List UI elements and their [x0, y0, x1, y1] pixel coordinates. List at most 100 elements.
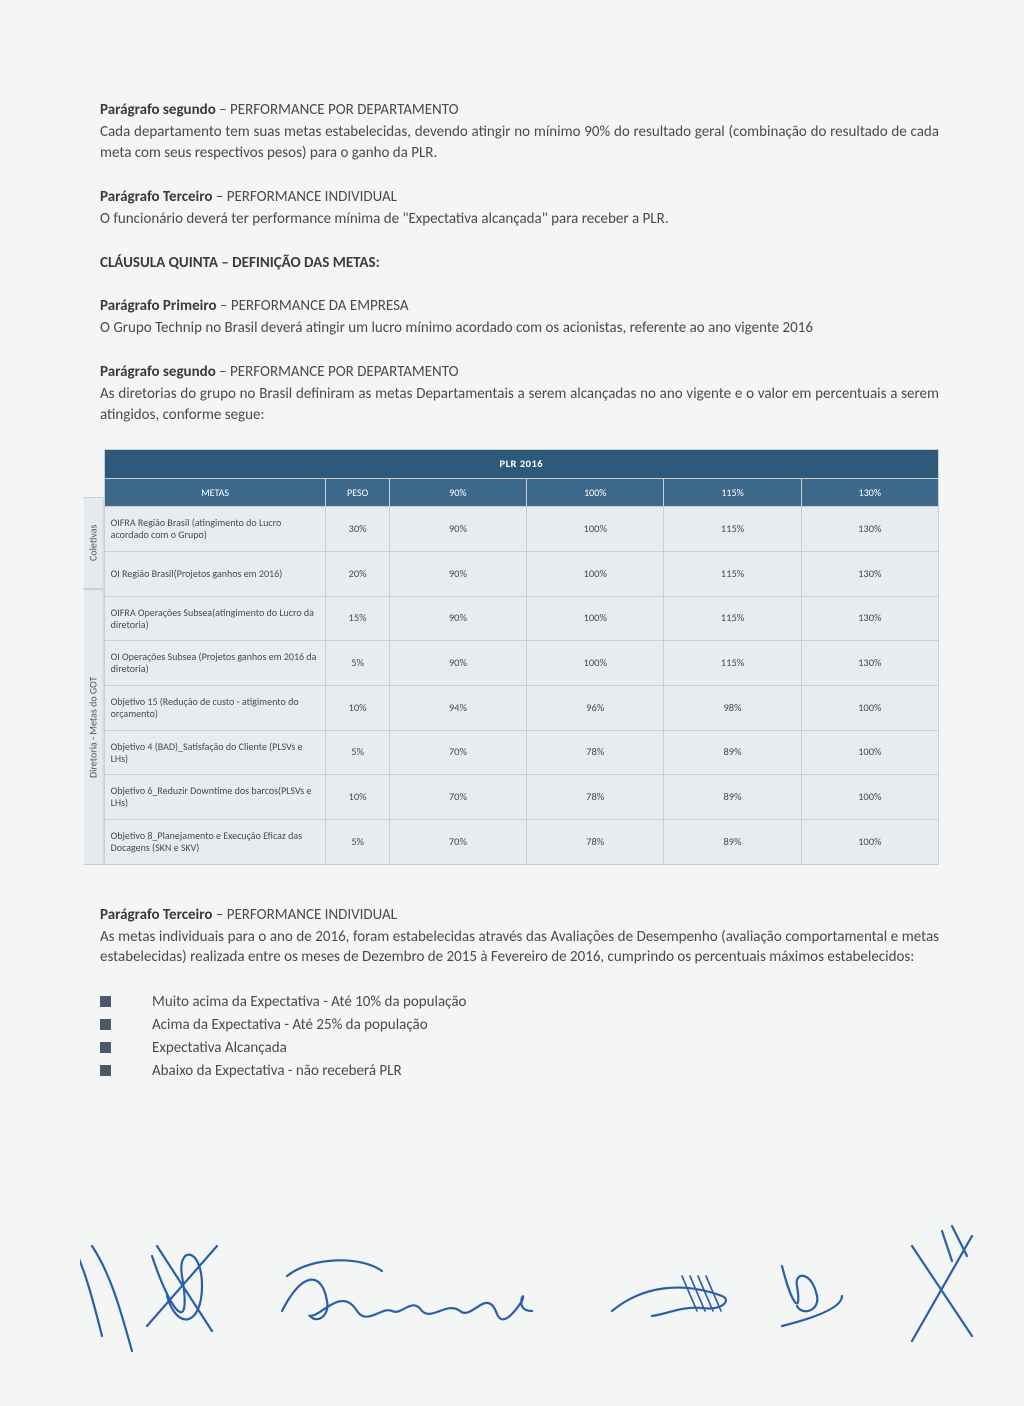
paragraph-primeiro-empresa: Parágrafo Primeiro – PERFORMANCE DA EMPR… — [100, 296, 939, 339]
paragraph-terceiro-indiv: Parágrafo Terceiro – PERFORMANCE INDIVID… — [100, 187, 939, 230]
side-label-diretoria: Diretoria - Metas do GOT — [84, 589, 104, 865]
signature-mark-2 — [147, 1246, 217, 1331]
cell-meta: OIFRA Região Brasil (atingimento do Lucr… — [104, 507, 326, 552]
cell-meta: OIFRA Operações Subsea(atingimento do Lu… — [104, 596, 326, 641]
cell-val: 115% — [664, 552, 801, 597]
bullet-item: Expectativa Alcançada — [100, 1038, 939, 1058]
bullet-item: Abaixo da Expectativa - não receberá PLR — [100, 1061, 939, 1081]
cell-peso: 5% — [326, 730, 389, 775]
cell-val: 100% — [801, 686, 938, 731]
cell-val: 70% — [389, 730, 526, 775]
cell-peso: 10% — [326, 686, 389, 731]
cell-meta: OI Operações Subsea (Projetos ganhos em … — [104, 641, 326, 686]
para-title-bold: Parágrafo Terceiro — [100, 906, 212, 924]
para-body: O funcionário deverá ter performance mín… — [100, 209, 939, 229]
cell-val: 78% — [527, 820, 664, 865]
table-row: Objetivo 4 (BAD)_Satisfação do Cliente (… — [104, 730, 938, 775]
cell-val: 115% — [664, 641, 801, 686]
cell-peso: 10% — [326, 775, 389, 820]
cell-val: 130% — [801, 596, 938, 641]
paragraph-segundo-dept-2: Parágrafo segundo – PERFORMANCE POR DEPA… — [100, 362, 939, 425]
cell-val: 70% — [389, 775, 526, 820]
col-130: 130% — [801, 478, 938, 507]
signature-mark-4 — [612, 1288, 726, 1316]
cell-val: 100% — [527, 507, 664, 552]
cell-val: 78% — [527, 775, 664, 820]
cell-val: 90% — [389, 552, 526, 597]
document-page: Parágrafo segundo – PERFORMANCE POR DEPA… — [0, 0, 1024, 1145]
cell-peso: 20% — [326, 552, 389, 597]
signatures-area — [80, 1216, 984, 1356]
cell-val: 94% — [389, 686, 526, 731]
cell-peso: 15% — [326, 596, 389, 641]
para-body: As diretorias do grupo no Brasil definir… — [100, 384, 939, 425]
para-body: O Grupo Technip no Brasil deverá atingir… — [100, 318, 939, 338]
cell-meta: Objetivo 15 (Redução de custo - atigimen… — [104, 686, 326, 731]
cell-peso: 5% — [326, 820, 389, 865]
cell-val: 100% — [801, 730, 938, 775]
bullet-item: Acima da Expectativa - Até 25% da popula… — [100, 1015, 939, 1035]
cell-meta: Objetivo 8_Planejamento e Execução Efica… — [104, 820, 326, 865]
table-row: Objetivo 8_Planejamento e Execução Efica… — [104, 820, 938, 865]
col-metas: METAS — [104, 478, 326, 507]
signature-mark-5 — [782, 1266, 842, 1326]
cell-val: 100% — [801, 775, 938, 820]
paragraph-terceiro-indiv-2: Parágrafo Terceiro – PERFORMANCE INDIVID… — [100, 905, 939, 968]
cell-val: 96% — [527, 686, 664, 731]
cell-val: 90% — [389, 596, 526, 641]
table-row: OI Operações Subsea (Projetos ganhos em … — [104, 641, 938, 686]
cell-val: 100% — [527, 641, 664, 686]
para-title-bold: Parágrafo segundo — [100, 101, 216, 119]
para-title-rest: – PERFORMANCE POR DEPARTAMENTO — [216, 363, 459, 381]
table-row: Objetivo 6_Reduzir Downtime dos barcos(P… — [104, 775, 938, 820]
cell-val: 89% — [664, 775, 801, 820]
plr-2016-table: PLR 2016 METAS PESO 90% 100% 115% 130% O… — [104, 449, 939, 865]
table-row: OI Região Brasil(Projetos ganhos em 2016… — [104, 552, 938, 597]
table-title: PLR 2016 — [104, 449, 938, 478]
table-side-labels: Coletivas Diretoria - Metas do GOT — [84, 449, 104, 865]
cell-val: 90% — [389, 641, 526, 686]
para-title-bold: Parágrafo segundo — [100, 363, 216, 381]
signature-mark-3b — [287, 1260, 382, 1276]
table-row: OIFRA Operações Subsea(atingimento do Lu… — [104, 596, 938, 641]
para-title-bold: Parágrafo Primeiro — [100, 297, 217, 315]
cell-val: 89% — [664, 730, 801, 775]
para-title-rest: – PERFORMANCE INDIVIDUAL — [212, 906, 396, 924]
cell-meta: Objetivo 4 (BAD)_Satisfação do Cliente (… — [104, 730, 326, 775]
table-row: Objetivo 15 (Redução de custo - atigimen… — [104, 686, 938, 731]
signature-svg — [80, 1216, 984, 1356]
side-label-coletivas: Coletivas — [84, 497, 104, 589]
para-title-bold: Parágrafo Terceiro — [100, 188, 212, 206]
signature-mark-3 — [282, 1280, 532, 1320]
cell-val: 89% — [664, 820, 801, 865]
cell-val: 98% — [664, 686, 801, 731]
cell-val: 115% — [664, 507, 801, 552]
cell-val: 70% — [389, 820, 526, 865]
table-body: OIFRA Região Brasil (atingimento do Lucr… — [104, 507, 938, 864]
col-115: 115% — [664, 478, 801, 507]
cell-peso: 5% — [326, 641, 389, 686]
cell-val: 100% — [801, 820, 938, 865]
cell-meta: OI Região Brasil(Projetos ganhos em 2016… — [104, 552, 326, 597]
signature-mark-4b — [682, 1276, 721, 1311]
bullet-item: Muito acima da Expectativa - Até 10% da … — [100, 992, 939, 1012]
plr-table-wrap: Coletivas Diretoria - Metas do GOT PLR 2… — [84, 449, 939, 865]
clausula-quinta-heading: CLÁUSULA QUINTA – DEFINIÇÃO DAS METAS: — [100, 253, 939, 273]
cell-meta: Objetivo 6_Reduzir Downtime dos barcos(P… — [104, 775, 326, 820]
para-title-rest: – PERFORMANCE POR DEPARTAMENTO — [216, 101, 459, 119]
expectativa-bullets: Muito acima da Expectativa - Até 10% da … — [100, 992, 939, 1082]
cell-peso: 30% — [326, 507, 389, 552]
cell-val: 100% — [527, 552, 664, 597]
cell-val: 90% — [389, 507, 526, 552]
para-body: As metas individuais para o ano de 2016,… — [100, 927, 939, 968]
table-header-top: PLR 2016 — [104, 449, 938, 478]
col-peso: PESO — [326, 478, 389, 507]
signature-mark-6 — [912, 1226, 972, 1341]
cell-val: 115% — [664, 596, 801, 641]
cell-val: 78% — [527, 730, 664, 775]
table-row: OIFRA Região Brasil (atingimento do Lucr… — [104, 507, 938, 552]
col-90: 90% — [389, 478, 526, 507]
para-title-rest: – PERFORMANCE DA EMPRESA — [217, 297, 409, 315]
cell-val: 130% — [801, 552, 938, 597]
para-title-rest: – PERFORMANCE INDIVIDUAL — [212, 188, 396, 206]
